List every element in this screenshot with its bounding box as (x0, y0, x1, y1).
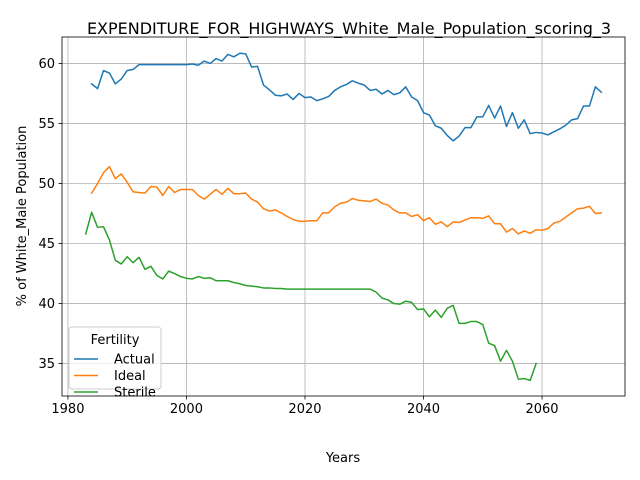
y-tick-label: 35 (38, 357, 55, 372)
chart-title: EXPENDITURE_FOR_HIGHWAYS_White_Male_Popu… (87, 19, 611, 39)
y-tick-label: 45 (38, 237, 55, 252)
plot-frame (61, 36, 626, 397)
x-tick-label: 2020 (288, 402, 321, 417)
x-tick-label: 2060 (525, 402, 558, 417)
x-tick-label: 2000 (170, 402, 203, 417)
legend-title: Fertility (91, 333, 140, 348)
x-tick-label: 1980 (51, 402, 84, 417)
y-tick-label: 50 (38, 177, 55, 192)
y-tick-label: 60 (38, 57, 55, 72)
series-layer (84, 52, 603, 382)
y-tick-label: 55 (38, 117, 55, 132)
series-line-ideal (90, 165, 603, 235)
legend-box (68, 326, 162, 390)
y-axis-label: % of White_Male Population (15, 126, 30, 307)
y-tick-label: 40 (38, 297, 55, 312)
x-axis: 1980 2000 2020 2040 2060 (51, 396, 559, 417)
series-line-sterile (84, 211, 538, 382)
legend-label-ideal: Ideal (114, 369, 146, 384)
legend-label-sterile: Sterile (114, 386, 156, 401)
legend-label-actual: Actual (114, 353, 155, 368)
x-axis-label: Years (325, 451, 361, 466)
series-line-actual (90, 52, 603, 142)
x-tick-label: 2040 (407, 402, 440, 417)
y-axis: 35 40 45 50 55 60 (38, 57, 62, 372)
